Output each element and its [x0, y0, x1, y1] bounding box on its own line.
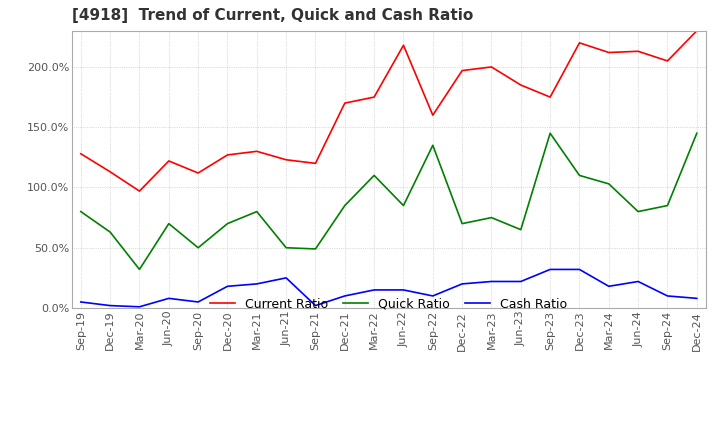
Quick Ratio	[399, 203, 408, 208]
Current Ratio	[487, 64, 496, 70]
Quick Ratio	[575, 173, 584, 178]
Current Ratio	[311, 161, 320, 166]
Quick Ratio	[76, 209, 85, 214]
Current Ratio	[693, 28, 701, 33]
Current Ratio	[164, 158, 173, 164]
Current Ratio	[282, 157, 290, 162]
Quick Ratio	[428, 143, 437, 148]
Quick Ratio	[546, 131, 554, 136]
Current Ratio	[575, 40, 584, 45]
Quick Ratio	[370, 173, 379, 178]
Current Ratio	[223, 152, 232, 158]
Cash Ratio	[311, 303, 320, 308]
Quick Ratio	[253, 209, 261, 214]
Current Ratio	[516, 82, 525, 88]
Current Ratio	[458, 68, 467, 73]
Quick Ratio	[341, 203, 349, 208]
Current Ratio	[370, 95, 379, 100]
Current Ratio	[253, 149, 261, 154]
Current Ratio	[194, 170, 202, 176]
Current Ratio	[341, 100, 349, 106]
Current Ratio	[135, 188, 144, 194]
Cash Ratio	[223, 284, 232, 289]
Current Ratio	[605, 50, 613, 55]
Cash Ratio	[575, 267, 584, 272]
Line: Current Ratio: Current Ratio	[81, 31, 697, 191]
Cash Ratio	[370, 287, 379, 293]
Cash Ratio	[106, 303, 114, 308]
Quick Ratio	[223, 221, 232, 226]
Cash Ratio	[253, 281, 261, 286]
Cash Ratio	[605, 284, 613, 289]
Quick Ratio	[693, 131, 701, 136]
Text: [4918]  Trend of Current, Quick and Cash Ratio: [4918] Trend of Current, Quick and Cash …	[72, 7, 473, 23]
Cash Ratio	[546, 267, 554, 272]
Quick Ratio	[605, 181, 613, 187]
Quick Ratio	[663, 203, 672, 208]
Legend: Current Ratio, Quick Ratio, Cash Ratio: Current Ratio, Quick Ratio, Cash Ratio	[205, 293, 572, 315]
Cash Ratio	[428, 293, 437, 299]
Cash Ratio	[663, 293, 672, 299]
Current Ratio	[428, 113, 437, 118]
Cash Ratio	[458, 281, 467, 286]
Cash Ratio	[194, 299, 202, 304]
Cash Ratio	[341, 293, 349, 299]
Quick Ratio	[282, 245, 290, 250]
Current Ratio	[76, 151, 85, 156]
Quick Ratio	[487, 215, 496, 220]
Quick Ratio	[634, 209, 642, 214]
Quick Ratio	[194, 245, 202, 250]
Current Ratio	[546, 95, 554, 100]
Cash Ratio	[282, 275, 290, 281]
Cash Ratio	[76, 299, 85, 304]
Current Ratio	[399, 43, 408, 48]
Current Ratio	[106, 169, 114, 174]
Current Ratio	[663, 58, 672, 63]
Cash Ratio	[516, 279, 525, 284]
Cash Ratio	[634, 279, 642, 284]
Quick Ratio	[135, 267, 144, 272]
Quick Ratio	[164, 221, 173, 226]
Current Ratio	[634, 49, 642, 54]
Cash Ratio	[164, 296, 173, 301]
Line: Cash Ratio: Cash Ratio	[81, 269, 697, 307]
Cash Ratio	[135, 304, 144, 309]
Line: Quick Ratio: Quick Ratio	[81, 133, 697, 269]
Cash Ratio	[487, 279, 496, 284]
Cash Ratio	[399, 287, 408, 293]
Quick Ratio	[106, 229, 114, 235]
Quick Ratio	[458, 221, 467, 226]
Quick Ratio	[311, 246, 320, 252]
Cash Ratio	[693, 296, 701, 301]
Quick Ratio	[516, 227, 525, 232]
